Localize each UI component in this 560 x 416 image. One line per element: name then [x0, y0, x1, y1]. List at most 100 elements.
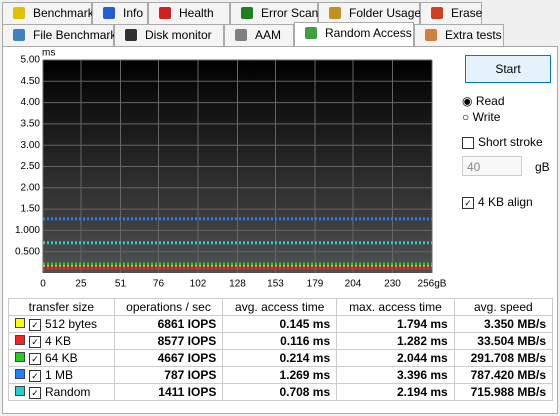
x-tick-label: 128: [229, 279, 246, 290]
x-tick-label: 0: [40, 279, 46, 290]
cell-text: 291.708 MB/s: [470, 351, 546, 365]
cell-text: 8577 IOPS: [157, 334, 217, 348]
table-row: ✓ 1 MB 787 IOPS 1.269 ms 3.396 ms 787.420 MB/…: [8, 366, 554, 384]
cell-text: 0.214 ms: [279, 351, 331, 365]
table-row: ✓ Random 1411 IOPS 0.708 ms 2.194 ms 715.988 …: [8, 383, 554, 401]
table-cell: 8577 IOPS: [113, 332, 224, 350]
tab[interactable]: Error Scan: [230, 2, 318, 24]
tab-label: Extra tests: [445, 28, 502, 42]
table-cell: 1.269 ms: [222, 366, 338, 384]
stroke-unit: gB: [535, 160, 550, 174]
y-unit: ms: [42, 48, 55, 59]
table-cell: 4667 IOPS: [113, 349, 224, 367]
x-tick-label: 153: [267, 279, 284, 290]
column-header: max. access time: [336, 298, 455, 316]
read-radio[interactable]: ◉ Read: [462, 94, 505, 108]
tab[interactable]: Random Access: [294, 22, 414, 46]
results-table: transfer size operations / sec avg. access…: [8, 298, 554, 401]
cell-text: 3.350 MB/s: [483, 317, 546, 331]
x-tick-label: 179: [307, 279, 324, 290]
tab[interactable]: Erase: [420, 2, 482, 24]
tab-label: Erase: [451, 6, 483, 20]
label: Short stroke: [478, 135, 543, 149]
short-stroke-checkbox[interactable]: Short stroke: [462, 135, 543, 149]
column-header: avg. speed: [453, 298, 554, 316]
table-cell: 1411 IOPS: [113, 383, 224, 401]
tab[interactable]: File Benchmark: [2, 24, 116, 46]
x-tick-label: 102: [190, 279, 207, 290]
legend-swatch: [15, 386, 25, 396]
tab[interactable]: Info: [92, 2, 148, 24]
x-tick-label: 230: [384, 279, 401, 290]
chart: ms 5.00 4.50 4.00 3.50 3.00 2.50 2.00 1.50 1.000…: [15, 48, 447, 290]
cell-text: 33.504 MB/s: [477, 334, 546, 348]
tab[interactable]: Disk monitor: [114, 24, 224, 46]
column-header: avg. access time: [222, 298, 338, 316]
tab[interactable]: Health: [148, 2, 230, 24]
cell-text: 787 IOPS: [164, 368, 217, 382]
x-tick-label: 51: [115, 279, 127, 290]
cell-text: 2.194 ms: [396, 385, 448, 399]
table-cell: 0.708 ms: [222, 383, 338, 401]
y-tick-label: 2.00: [21, 182, 41, 193]
tab-label: AAM: [255, 28, 282, 42]
table-cell: 6861 IOPS: [113, 315, 224, 333]
write-radio[interactable]: ○ Write: [462, 110, 501, 124]
tab-label: Error Scan: [261, 6, 319, 20]
start-button[interactable]: Start: [465, 55, 551, 83]
x-tick-label: 256gB: [418, 279, 447, 290]
label: Write: [472, 110, 501, 124]
cell-text: 4 KB: [45, 334, 72, 348]
tab[interactable]: Folder Usage: [318, 2, 421, 24]
table-cell: 787.420 MB/s: [453, 366, 554, 384]
table-cell: 1.794 ms: [336, 315, 455, 333]
table-cell: ✓ 512 bytes: [8, 315, 115, 333]
table-cell: 0.145 ms: [222, 315, 338, 333]
legend-swatch: [15, 318, 25, 328]
row-checkbox[interactable]: ✓: [29, 369, 41, 382]
table-row: ✓ 512 bytes 6861 IOPS 0.145 ms 1.794 ms 3.350…: [8, 315, 554, 333]
table-cell: ✓ Random: [8, 383, 115, 401]
table-cell: 3.396 ms: [336, 366, 455, 384]
tab[interactable]: Benchmark: [2, 2, 94, 24]
legend-swatch: [15, 369, 25, 379]
row-checkbox[interactable]: ✓: [29, 352, 41, 365]
cell-text: 4667 IOPS: [157, 351, 217, 365]
table-cell: ✓ 4 KB: [8, 332, 115, 350]
cell-text: 3.396 ms: [396, 368, 448, 382]
cell-text: Random: [45, 385, 91, 399]
table-row: ✓ 64 KB 4667 IOPS 0.214 ms 2.044 ms 291.708 M…: [8, 349, 554, 367]
table-cell: 3.350 MB/s: [453, 315, 554, 333]
stroke-input[interactable]: 40: [462, 156, 522, 176]
cell-text: 787.420 MB/s: [470, 368, 546, 382]
tab[interactable]: Extra tests: [414, 24, 504, 46]
row-checkbox[interactable]: ✓: [29, 386, 41, 399]
cell-text: 0.116 ms: [280, 334, 331, 348]
cell-text: 6861 IOPS: [157, 317, 217, 331]
table-cell: 2.194 ms: [336, 383, 455, 401]
y-tick-label: 4.00: [21, 97, 41, 108]
y-tick-label: 1.50: [21, 204, 41, 215]
table-cell: 787 IOPS: [113, 366, 224, 384]
label: Read: [475, 94, 505, 108]
cell-text: 0.145 ms: [279, 317, 331, 331]
row-checkbox[interactable]: ✓: [29, 318, 41, 331]
table-cell: 291.708 MB/s: [453, 349, 554, 367]
row-checkbox[interactable]: ✓: [29, 335, 41, 348]
cell-text: 2.044 ms: [396, 351, 448, 365]
tab-row: Benchmark Info Health Error Scan Folder Usag…: [2, 2, 482, 24]
tab[interactable]: AAM: [224, 24, 294, 46]
tab-label: Benchmark: [33, 6, 94, 20]
cell-text: 1 MB: [45, 368, 74, 382]
cell-text: 0.708 ms: [279, 385, 331, 399]
table-cell: ✓ 1 MB: [8, 366, 115, 384]
legend-swatch: [15, 335, 25, 345]
y-tick-label: 3.50: [21, 119, 41, 130]
tab-row: File Benchmark Disk monitor AAM Random Acce…: [2, 22, 504, 46]
cell-text: 1.794 ms: [396, 317, 448, 331]
align-checkbox[interactable]: ✓ 4 KB align: [462, 195, 533, 209]
table-cell: 715.988 MB/s: [453, 383, 554, 401]
x-tick-label: 76: [153, 279, 165, 290]
y-tick-label: 5.00: [21, 55, 41, 66]
